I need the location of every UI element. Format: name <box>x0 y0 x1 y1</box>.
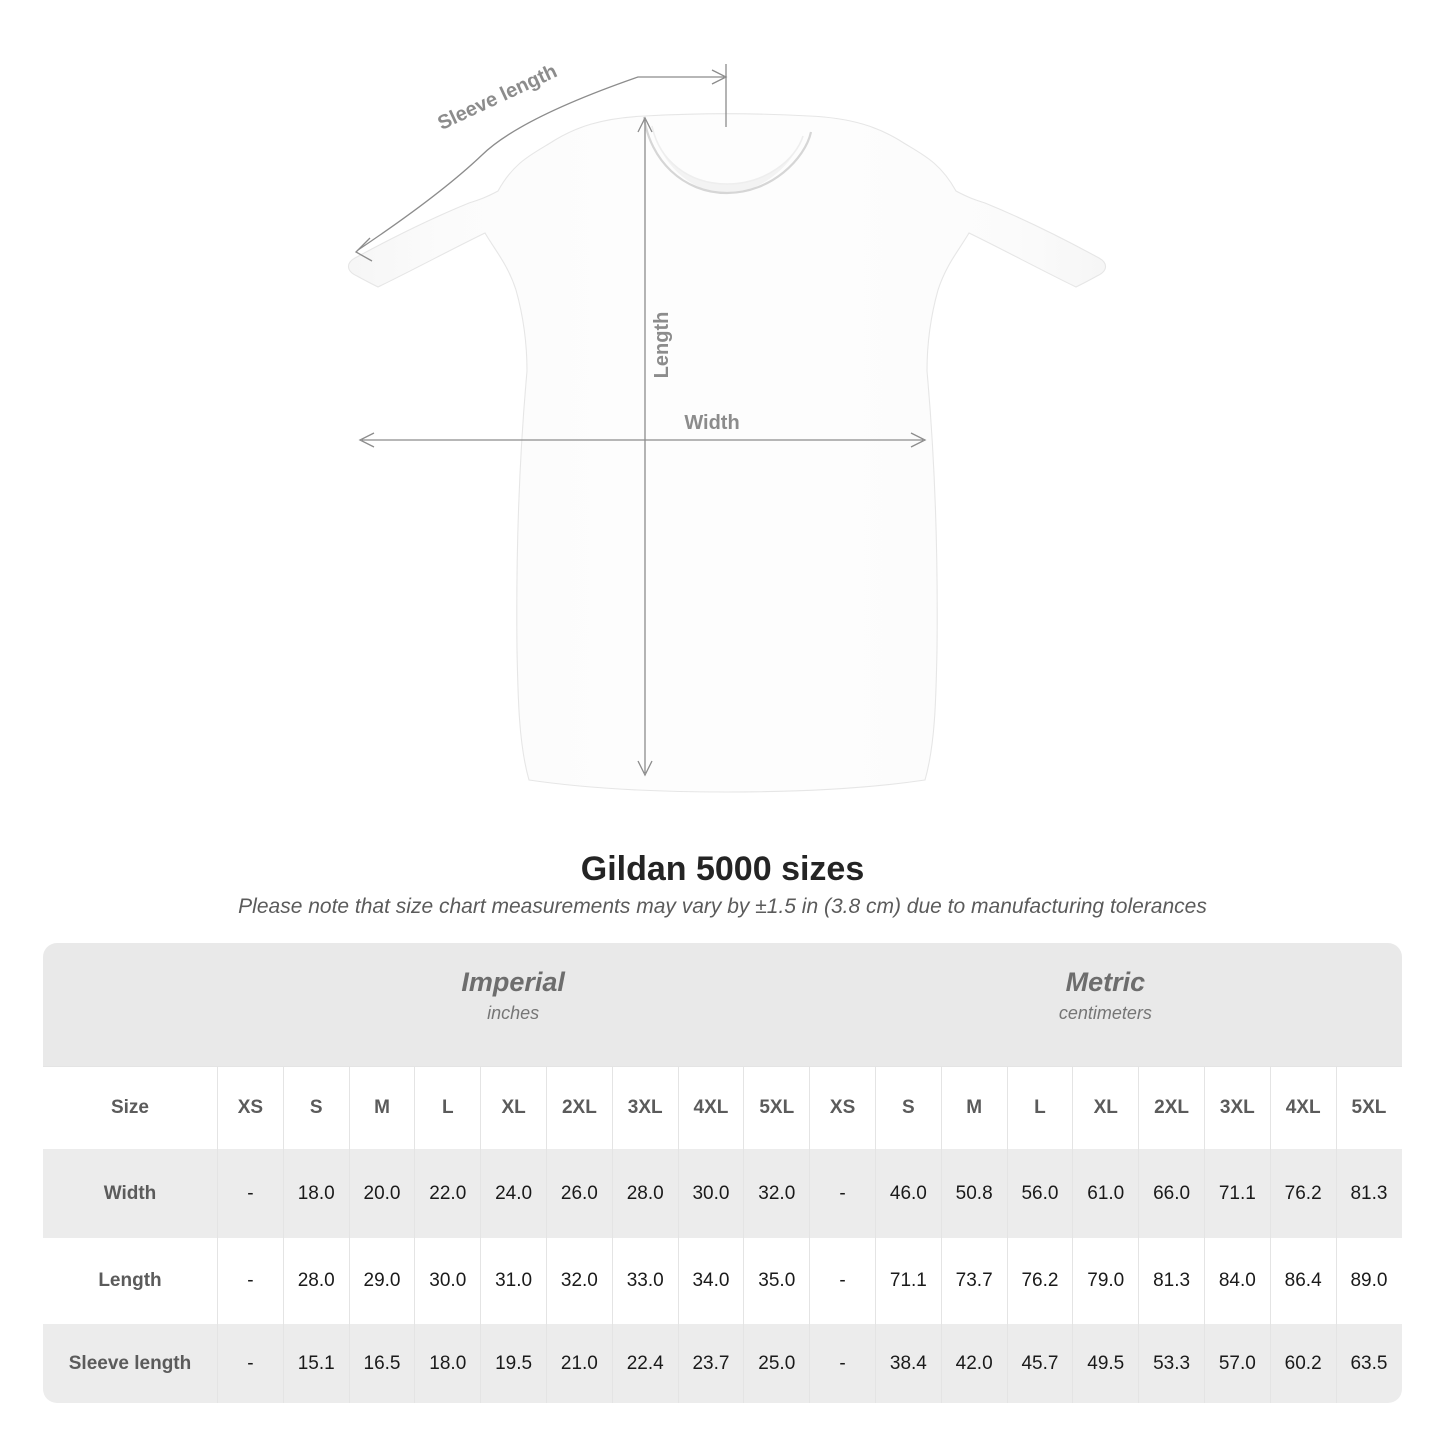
svg-text:Width: Width <box>684 412 739 434</box>
svg-text:Sleeve length: Sleeve length <box>434 60 560 134</box>
svg-text:Length: Length <box>651 312 673 379</box>
